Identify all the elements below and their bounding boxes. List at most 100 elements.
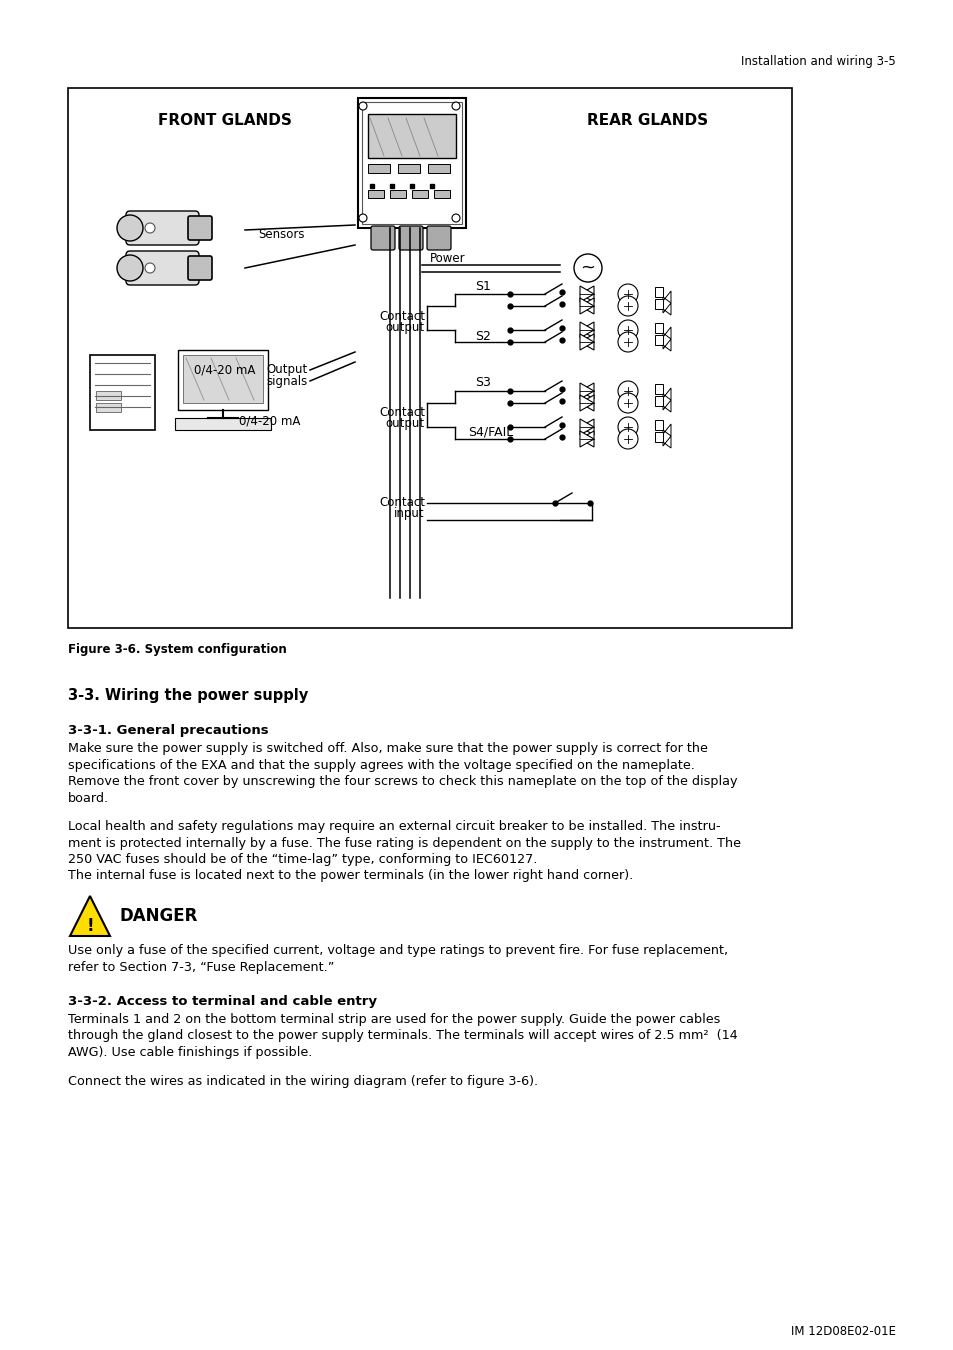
Text: FRONT GLANDS: FRONT GLANDS	[158, 113, 292, 128]
FancyBboxPatch shape	[90, 355, 154, 431]
Circle shape	[618, 296, 638, 316]
FancyBboxPatch shape	[434, 190, 450, 198]
Polygon shape	[579, 298, 594, 315]
Text: Figure 3-6. System configuration: Figure 3-6. System configuration	[68, 643, 287, 656]
Text: IM 12D08E02-01E: IM 12D08E02-01E	[790, 1324, 895, 1338]
Text: output: output	[385, 417, 424, 431]
Circle shape	[358, 215, 367, 221]
Polygon shape	[579, 333, 594, 350]
Text: S4/FAIL: S4/FAIL	[468, 425, 513, 439]
Circle shape	[618, 429, 638, 450]
Circle shape	[618, 332, 638, 352]
Polygon shape	[70, 896, 110, 936]
Text: Use only a fuse of the specified current, voltage and type ratings to prevent fi: Use only a fuse of the specified current…	[68, 944, 727, 957]
Text: AWG). Use cable finishings if possible.: AWG). Use cable finishings if possible.	[68, 1046, 312, 1058]
FancyBboxPatch shape	[183, 355, 263, 404]
FancyBboxPatch shape	[357, 99, 465, 228]
FancyBboxPatch shape	[361, 103, 461, 224]
Polygon shape	[579, 396, 594, 410]
Circle shape	[452, 215, 459, 221]
FancyBboxPatch shape	[428, 163, 450, 173]
Polygon shape	[579, 418, 594, 435]
FancyBboxPatch shape	[188, 256, 212, 279]
Text: Make sure the power supply is switched off. Also, make sure that the power suppl: Make sure the power supply is switched o…	[68, 743, 707, 755]
FancyBboxPatch shape	[96, 392, 121, 400]
FancyBboxPatch shape	[655, 432, 662, 441]
FancyBboxPatch shape	[655, 323, 662, 333]
Circle shape	[358, 103, 367, 109]
Text: S3: S3	[475, 377, 491, 390]
FancyBboxPatch shape	[371, 225, 395, 250]
Text: S2: S2	[475, 329, 491, 343]
Polygon shape	[579, 323, 594, 338]
Text: Contact: Contact	[378, 406, 424, 420]
Text: REAR GLANDS: REAR GLANDS	[587, 113, 708, 128]
FancyBboxPatch shape	[188, 216, 212, 240]
Polygon shape	[662, 302, 670, 315]
FancyBboxPatch shape	[390, 190, 406, 198]
Text: 3-3-2. Access to terminal and cable entry: 3-3-2. Access to terminal and cable entr…	[68, 995, 376, 1008]
Polygon shape	[579, 396, 594, 410]
Text: !: !	[86, 917, 93, 936]
Circle shape	[618, 417, 638, 437]
Text: 0/4-20 mA: 0/4-20 mA	[193, 363, 254, 377]
FancyBboxPatch shape	[427, 225, 451, 250]
Text: Connect the wires as indicated in the wiring diagram (refer to figure 3-6).: Connect the wires as indicated in the wi…	[68, 1075, 537, 1088]
Text: input: input	[394, 506, 424, 520]
Polygon shape	[579, 431, 594, 447]
Polygon shape	[579, 298, 594, 315]
Text: through the gland closest to the power supply terminals. The terminals will acce: through the gland closest to the power s…	[68, 1030, 737, 1042]
Polygon shape	[579, 383, 594, 400]
FancyBboxPatch shape	[178, 350, 268, 410]
FancyBboxPatch shape	[174, 418, 271, 431]
Polygon shape	[579, 286, 594, 302]
FancyBboxPatch shape	[126, 251, 199, 285]
Polygon shape	[662, 436, 670, 448]
Text: ~: ~	[579, 259, 595, 277]
Text: Sensors: Sensors	[257, 228, 304, 240]
Polygon shape	[579, 333, 594, 350]
Polygon shape	[579, 418, 594, 435]
Text: The internal fuse is located next to the power terminals (in the lower right han: The internal fuse is located next to the…	[68, 869, 633, 883]
Text: Remove the front cover by unscrewing the four screws to check this nameplate on : Remove the front cover by unscrewing the…	[68, 775, 737, 788]
FancyBboxPatch shape	[68, 88, 791, 628]
Polygon shape	[662, 424, 670, 436]
Circle shape	[574, 254, 601, 282]
FancyBboxPatch shape	[412, 190, 428, 198]
Circle shape	[618, 320, 638, 340]
FancyBboxPatch shape	[398, 225, 422, 250]
Text: 3-3-1. General precautions: 3-3-1. General precautions	[68, 724, 269, 737]
Text: refer to Section 7-3, “Fuse Replacement.”: refer to Section 7-3, “Fuse Replacement.…	[68, 960, 334, 973]
Text: board.: board.	[68, 791, 109, 805]
FancyBboxPatch shape	[368, 163, 390, 173]
FancyBboxPatch shape	[655, 335, 662, 346]
Circle shape	[117, 215, 143, 242]
FancyBboxPatch shape	[655, 420, 662, 431]
Text: ment is protected internally by a fuse. The fuse rating is dependent on the supp: ment is protected internally by a fuse. …	[68, 837, 740, 849]
FancyBboxPatch shape	[655, 288, 662, 297]
FancyBboxPatch shape	[655, 396, 662, 406]
Text: Contact: Contact	[378, 309, 424, 323]
Text: S1: S1	[475, 279, 491, 293]
Text: Installation and wiring 3-5: Installation and wiring 3-5	[740, 55, 895, 68]
FancyBboxPatch shape	[368, 190, 384, 198]
Polygon shape	[662, 387, 670, 400]
Polygon shape	[579, 431, 594, 447]
Text: signals: signals	[266, 374, 307, 387]
Text: output: output	[385, 320, 424, 333]
FancyBboxPatch shape	[96, 404, 121, 412]
Text: Output: Output	[266, 363, 307, 377]
Polygon shape	[579, 383, 594, 400]
FancyBboxPatch shape	[126, 211, 199, 244]
Text: 250 VAC fuses should be of the “time-lag” type, conforming to IEC60127.: 250 VAC fuses should be of the “time-lag…	[68, 853, 537, 865]
Text: Contact: Contact	[378, 495, 424, 509]
FancyBboxPatch shape	[655, 298, 662, 309]
FancyBboxPatch shape	[655, 383, 662, 394]
Circle shape	[145, 223, 154, 234]
Circle shape	[618, 393, 638, 413]
Text: specifications of the EXA and that the supply agrees with the voltage specified : specifications of the EXA and that the s…	[68, 759, 694, 771]
Polygon shape	[662, 292, 670, 302]
Text: 0/4-20 mA: 0/4-20 mA	[239, 414, 300, 427]
Text: Power: Power	[430, 251, 465, 265]
Text: 3-3. Wiring the power supply: 3-3. Wiring the power supply	[68, 688, 308, 703]
